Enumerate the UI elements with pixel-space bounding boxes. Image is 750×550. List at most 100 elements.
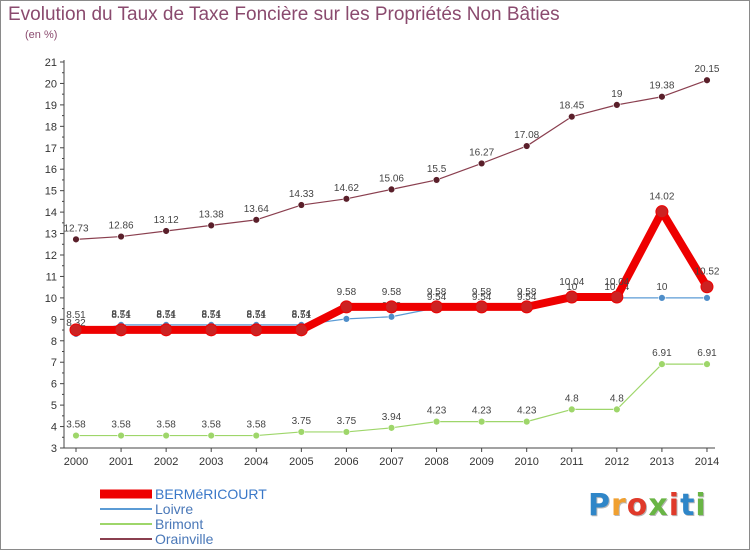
x-tick-label: 2008 [424,456,448,468]
data-label: 14.62 [334,183,359,194]
data-point [204,323,218,337]
data-point [430,300,444,314]
data-label: 10.04 [604,277,629,288]
data-point [342,315,351,323]
data-point [522,417,531,426]
data-label: 8.74 [156,309,176,320]
y-tick-label: 14 [45,207,57,219]
data-label: 10.04 [559,277,584,288]
data-point [339,300,353,314]
data-label: 9.54 [517,292,537,303]
x-tick-label: 2003 [199,456,223,468]
series-layer: 12.73 12.86 13.12 13.38 13.64 14.33 14.62 15.06… [63,64,720,440]
data-point [655,205,669,219]
data-point [249,323,263,337]
data-label: 10.04 [604,282,629,293]
data-label: 4.23 [517,406,537,417]
x-tick-label: 2005 [289,456,313,468]
data-point [610,290,624,304]
y-tick-label: 17 [45,143,57,155]
data-label: 3.58 [201,420,221,431]
y-tick-label: 21 [45,57,57,69]
data-label: 4.23 [427,406,447,417]
data-point [162,227,170,235]
data-label: 6.91 [697,348,717,359]
data-label: 17.08 [514,130,539,141]
data-point [342,428,351,436]
y-axis-unit-label: (en %) [25,29,58,41]
data-label: 8.51 [201,310,221,321]
data-point [294,323,308,337]
proxiti-logo: Proxiti [588,488,707,523]
data-label: 13.12 [154,215,179,226]
data-label: 8.51 [66,310,86,321]
data-point [568,112,576,121]
series-orainville: 12.73 12.86 13.12 13.38 13.64 14.33 14.62 15.06… [63,64,720,244]
y-tick-label: 11 [46,271,57,283]
data-label: 13.38 [199,209,224,220]
data-point [387,313,396,321]
data-point [432,176,441,184]
data-point [117,431,125,440]
data-point [703,76,711,84]
data-point [342,195,351,203]
x-tick-label: 2009 [469,456,493,468]
data-label: 13.64 [244,204,269,215]
data-label: 19 [611,89,623,100]
data-point [520,300,534,314]
x-tick-label: 2007 [379,456,403,468]
data-label: 20.15 [694,64,719,75]
data-point [703,294,711,302]
data-label: 14.33 [289,189,314,200]
data-label: 3.75 [292,416,312,427]
data-label: 19.38 [649,81,674,92]
data-label: 3.58 [111,420,131,431]
y-tick-label: 10 [45,293,57,305]
data-label: 3.58 [247,420,267,431]
data-label: 8.51 [292,310,312,321]
data-point [700,280,714,294]
y-tick-label: 12 [45,250,57,262]
y-tick-label: 4 [51,422,57,434]
series-berm-ricourt: 8.51 8.51 8.51 8.51 8.51 8.51 9.58 9.58 9.58 9.58… [66,192,720,337]
x-tick-label: 2013 [650,456,674,468]
data-point [387,424,396,432]
legend-label: Loivre [155,501,193,517]
y-tick-label: 20 [45,78,57,90]
logo-letter: t [680,488,696,523]
data-label: 16.27 [469,147,494,158]
logo-letter: x [648,488,669,523]
data-label: 9.58 [382,287,402,298]
y-tick-label: 18 [45,121,57,133]
data-label: 8.51 [247,310,267,321]
data-point [387,185,396,194]
legend-label: BERMéRICOURT [155,486,267,502]
data-label: 18.45 [559,101,584,112]
data-label: 6.91 [652,348,672,359]
x-tick-label: 2002 [154,456,178,468]
data-label: 8.51 [111,310,131,321]
data-label: 15.06 [379,173,404,184]
data-point [72,235,80,244]
data-point [72,431,80,440]
legend-label: Brimont [155,516,203,532]
data-label: 9.58 [427,287,447,298]
data-label: 3.94 [382,412,402,423]
data-label: 8.74 [292,309,312,320]
x-tick-label: 2006 [334,456,358,468]
x-tick-label: 2012 [605,456,629,468]
y-tick-label: 19 [45,100,57,112]
y-tick-label: 13 [45,229,57,241]
data-point [297,201,306,209]
data-label: 14.02 [649,192,674,203]
data-point [613,101,621,109]
data-point [297,428,306,436]
x-tick-label: 2000 [64,456,88,468]
data-label: 3.75 [337,416,357,427]
data-point [252,216,260,224]
data-label: 9.58 [517,287,537,298]
data-point [117,232,125,241]
y-tick-label: 5 [51,400,57,412]
data-label: 4.8 [610,393,624,404]
